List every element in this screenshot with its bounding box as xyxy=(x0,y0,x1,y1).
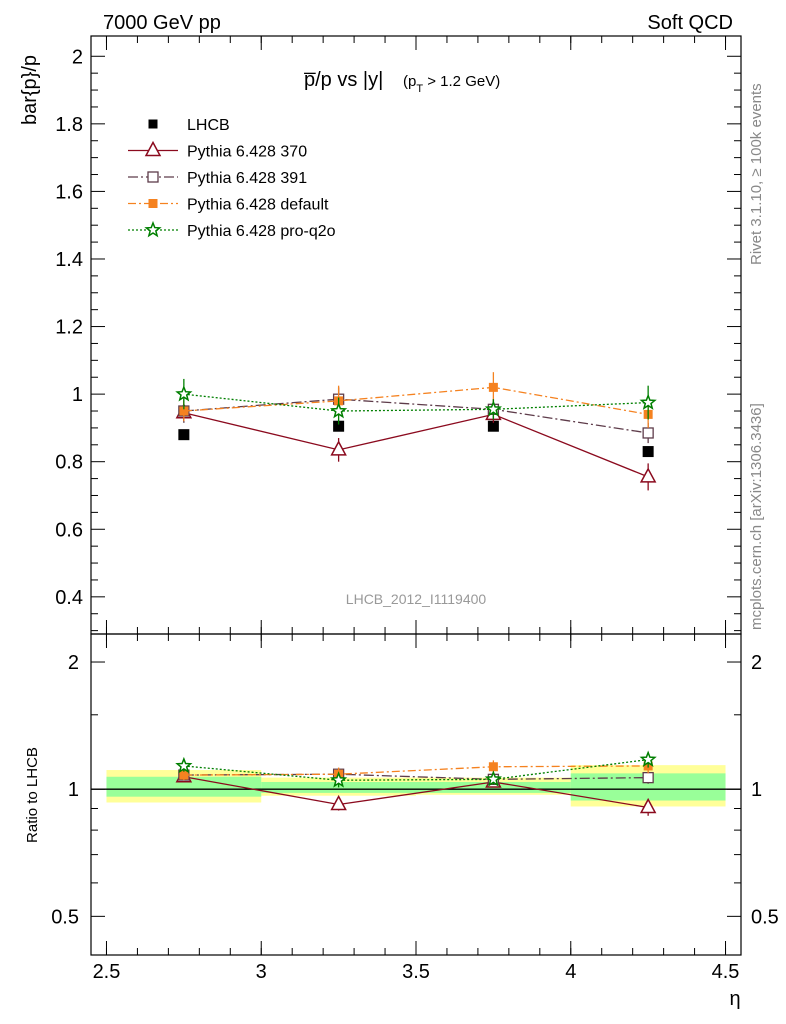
ratio-pq2o-marker xyxy=(329,771,348,788)
ratio-pdef-line xyxy=(183,765,649,776)
main-y-axis-label: bar{p}/p xyxy=(19,55,41,125)
ratio-band-green xyxy=(106,776,262,797)
pdef-line xyxy=(183,386,649,416)
mcplots-label: mcplots.cern.ch [arXiv:1306.3436] xyxy=(748,403,765,630)
plot-title-cut-sub: T xyxy=(416,83,423,95)
legend-label-lhcb: LHCB xyxy=(187,117,230,134)
ratio-pq2o-marker xyxy=(639,750,657,767)
legend-pq2o-marker xyxy=(144,220,162,238)
pdef-series xyxy=(179,372,653,428)
ratio-p370-marker xyxy=(639,797,657,814)
legend-lhcb-marker xyxy=(148,119,158,129)
ratio-pdef-marker xyxy=(488,762,498,772)
ratio-ytick-label-left: 1 xyxy=(68,779,79,801)
p391-series xyxy=(178,387,654,444)
legend-pdef-marker xyxy=(148,199,158,208)
rivet-label: Rivet 3.1.10, ≥ 100k events xyxy=(748,83,765,265)
pq2o-marker xyxy=(484,400,503,417)
ratio-pq2o-marker xyxy=(175,756,193,774)
ratio-xtick-label: 3 xyxy=(256,961,267,983)
ratio-pq2o-line xyxy=(183,758,649,781)
lhcb-marker xyxy=(333,420,345,432)
ratio-frame xyxy=(90,633,742,956)
ratio-band-green xyxy=(261,781,416,793)
legend-label-p370: Pythia 6.428 370 xyxy=(187,144,307,161)
p391-line xyxy=(183,398,649,434)
pq2o-marker xyxy=(329,401,348,419)
legend-label-pq2o: Pythia 6.428 pro-q2o xyxy=(187,223,336,240)
ratio-ytick-label-left: 0.5 xyxy=(51,906,79,928)
ratio-ytick-label-right: 2 xyxy=(751,652,762,674)
ratio-xtick-label: 2.5 xyxy=(93,961,121,983)
p370-marker xyxy=(639,467,657,483)
lhcb-marker xyxy=(178,429,190,441)
ratio-pq2o-series xyxy=(175,750,657,788)
p370-series xyxy=(175,403,657,491)
main-ytick-label: 0.8 xyxy=(55,452,83,474)
analysis-watermark: LHCB_2012_I1119400 xyxy=(346,591,487,607)
main-ytick-label: 1.4 xyxy=(55,249,83,271)
ratio-axis-ticks: 0.5 0.5 1 1 2 2 2.5 3 3.5 4 4.5 xyxy=(51,634,779,983)
ratio-pdef-marker xyxy=(179,770,189,780)
ratio-xtick-label: 3.5 xyxy=(402,961,430,983)
main-ytick-label: 1.6 xyxy=(55,181,83,203)
legend-item-p391: Pythia 6.428 391 xyxy=(128,170,307,187)
p391-marker xyxy=(642,427,654,439)
pdef-marker xyxy=(488,382,498,392)
legend-p391-marker xyxy=(147,171,159,183)
main-ytick-label: 1.2 xyxy=(55,317,83,339)
pq2o-marker xyxy=(639,393,657,410)
header-left: 7000 GeV pp xyxy=(103,12,221,34)
main-panel: 0.4 0.6 0.8 1 1.2 1.4 1.6 1.8 2 bar{p}/p LHCB_20… xyxy=(19,35,742,635)
pdef-marker xyxy=(179,406,189,416)
lhcb-series xyxy=(178,420,654,458)
main-ytick-label: 1 xyxy=(72,384,83,406)
main-ytick-label: 1.8 xyxy=(55,114,83,136)
ratio-xtick-label: 4 xyxy=(565,961,576,983)
main-axis-ticks: 0.4 0.6 0.8 1 1.2 1.4 1.6 1.8 2 xyxy=(55,36,741,634)
ratio-p391-marker xyxy=(642,771,654,784)
ratio-data-layer xyxy=(175,750,657,816)
plot-title-cut-open: (p xyxy=(403,73,416,90)
plot-title-cut: (pT > 1.2 GeV) xyxy=(403,73,500,95)
ratio-p370-line xyxy=(183,776,649,809)
ratio-ytick-label-left: 2 xyxy=(68,652,79,674)
p370-marker xyxy=(330,440,347,456)
legend-label-pdef: Pythia 6.428 default xyxy=(187,197,329,214)
main-ytick-label: 2 xyxy=(72,46,83,68)
legend-label-p391: Pythia 6.428 391 xyxy=(187,170,307,187)
legend-item-lhcb: LHCB xyxy=(148,117,230,134)
pq2o-line xyxy=(183,393,649,412)
legend-p370-marker xyxy=(144,140,162,157)
ratio-panel: 0.5 0.5 1 1 2 2 2.5 3 3.5 4 4.5 Ratio to LHCB η xyxy=(24,633,779,1010)
x-axis-label: η xyxy=(729,988,740,1010)
ratio-pq2o-marker xyxy=(484,770,503,787)
legend-item-pdef: Pythia 6.428 default xyxy=(128,197,329,214)
header-right: Soft QCD xyxy=(647,12,733,34)
plot-title: p̅/p vs |y| (pT > 1.2 GeV) xyxy=(304,69,500,95)
plot-title-main: p̅/p vs |y| xyxy=(304,69,383,91)
legend: LHCB Pythia 6.428 370 Pythia 6.428 391 Pyth… xyxy=(128,117,336,240)
ratio-ytick-label-right: 1 xyxy=(751,779,762,801)
lhcb-marker xyxy=(642,446,654,458)
legend-item-p370: Pythia 6.428 370 xyxy=(128,140,307,161)
plot-title-cut-rest: > 1.2 GeV) xyxy=(423,73,500,90)
main-data-layer xyxy=(175,372,657,491)
main-ytick-label: 0.6 xyxy=(55,519,83,541)
pq2o-marker xyxy=(175,385,193,402)
lhcb-marker xyxy=(487,420,499,432)
ratio-xtick-label: 4.5 xyxy=(712,961,740,983)
main-ytick-label: 0.4 xyxy=(55,587,83,609)
ratio-ytick-label-right: 0.5 xyxy=(751,906,779,928)
legend-item-pq2o: Pythia 6.428 pro-q2o xyxy=(128,220,336,240)
ratio-p370-marker xyxy=(330,794,347,811)
ratio-y-axis-label: Ratio to LHCB xyxy=(24,747,41,843)
p370-line xyxy=(183,412,649,478)
pq2o-series xyxy=(175,378,657,425)
ratio-p391-line xyxy=(183,773,649,781)
